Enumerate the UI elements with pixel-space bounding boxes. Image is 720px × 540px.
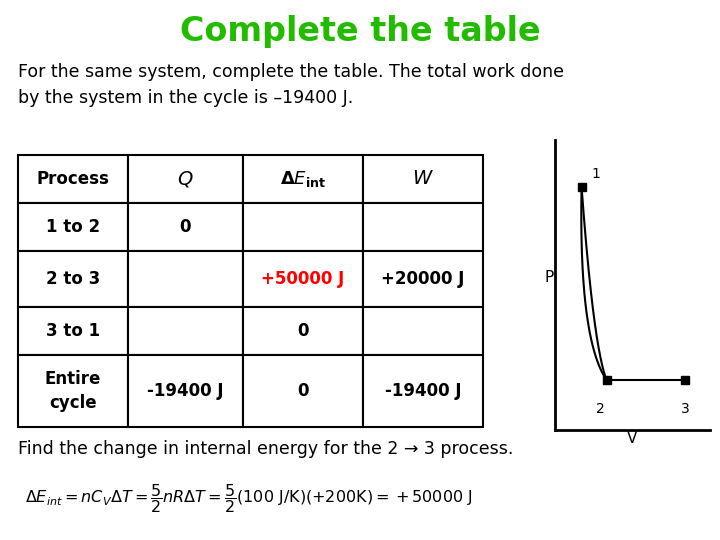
Bar xyxy=(243,251,363,307)
Bar xyxy=(363,203,483,251)
Text: 0: 0 xyxy=(180,218,192,236)
Bar xyxy=(18,355,128,427)
Text: $\mathbf{\mathit{Q}}$: $\mathbf{\mathit{Q}}$ xyxy=(177,169,194,189)
Text: $\mathbf{\mathit{W}}$: $\mathbf{\mathit{W}}$ xyxy=(412,170,434,188)
Text: Complete the table: Complete the table xyxy=(180,16,540,49)
Bar xyxy=(128,251,243,307)
Text: 1: 1 xyxy=(592,167,600,181)
Text: Process: Process xyxy=(37,170,109,188)
Bar xyxy=(18,251,128,307)
Text: 2 to 3: 2 to 3 xyxy=(46,270,100,288)
Bar xyxy=(363,355,483,427)
Text: Find the change in internal energy for the 2 → 3 process.: Find the change in internal energy for t… xyxy=(18,440,513,458)
Text: 0: 0 xyxy=(297,322,309,340)
Text: 1 to 2: 1 to 2 xyxy=(46,218,100,236)
Text: -19400 J: -19400 J xyxy=(384,382,462,400)
Y-axis label: P: P xyxy=(545,270,554,285)
Text: $\Delta E_{int} = nC_V\Delta T = \dfrac{5}{2}nR\Delta T = \dfrac{5}{2}(100\ \mat: $\Delta E_{int} = nC_V\Delta T = \dfrac{… xyxy=(25,483,472,516)
Bar xyxy=(243,355,363,427)
Bar xyxy=(128,155,243,203)
Bar xyxy=(243,203,363,251)
Text: 3: 3 xyxy=(680,402,689,416)
Bar xyxy=(243,155,363,203)
Text: +50000 J: +50000 J xyxy=(261,270,345,288)
Text: -19400 J: -19400 J xyxy=(148,382,224,400)
Bar xyxy=(18,155,128,203)
Text: 2: 2 xyxy=(596,402,605,416)
Bar xyxy=(128,307,243,355)
Text: $\mathbf{\Delta}\mathbf{\mathit{E}}_{\mathbf{int}}$: $\mathbf{\Delta}\mathbf{\mathit{E}}_{\ma… xyxy=(280,169,326,189)
Bar xyxy=(363,251,483,307)
Bar xyxy=(363,307,483,355)
Bar xyxy=(18,203,128,251)
Text: 3 to 1: 3 to 1 xyxy=(46,322,100,340)
Bar xyxy=(128,355,243,427)
Bar xyxy=(128,203,243,251)
X-axis label: V: V xyxy=(627,431,638,447)
Bar xyxy=(363,155,483,203)
Text: 0: 0 xyxy=(297,382,309,400)
Text: Entire
cycle: Entire cycle xyxy=(45,370,102,412)
Text: For the same system, complete the table. The total work done: For the same system, complete the table.… xyxy=(18,63,564,81)
Bar xyxy=(18,307,128,355)
Bar xyxy=(243,307,363,355)
Text: by the system in the cycle is –19400 J.: by the system in the cycle is –19400 J. xyxy=(18,89,354,107)
Text: +20000 J: +20000 J xyxy=(382,270,464,288)
